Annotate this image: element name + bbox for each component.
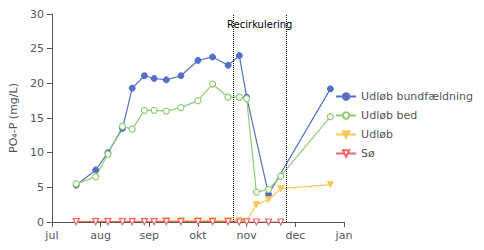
svg-text:aug: aug xyxy=(90,229,111,242)
svg-text:Sø: Sø xyxy=(361,147,375,160)
svg-text:25: 25 xyxy=(30,42,44,55)
svg-text:okt: okt xyxy=(189,229,207,242)
svg-text:30: 30 xyxy=(30,8,44,21)
svg-text:jul: jul xyxy=(44,229,58,242)
svg-text:Udløb bed: Udløb bed xyxy=(361,109,417,122)
svg-text:sep: sep xyxy=(140,229,159,242)
svg-text:5: 5 xyxy=(37,181,44,194)
svg-text:0: 0 xyxy=(37,216,44,229)
svg-text:Recirkulering: Recirkulering xyxy=(227,19,292,30)
svg-text:20: 20 xyxy=(30,77,44,90)
svg-text:Udløb: Udløb xyxy=(361,128,393,141)
svg-text:10: 10 xyxy=(30,146,44,159)
svg-text:PO₄-P (mg/L): PO₄-P (mg/L) xyxy=(7,83,20,153)
svg-text:dec: dec xyxy=(285,229,305,242)
svg-text:15: 15 xyxy=(30,112,44,125)
svg-text:jan: jan xyxy=(335,229,353,242)
svg-text:Udløb bundfældning: Udløb bundfældning xyxy=(361,90,473,103)
svg-text:nov: nov xyxy=(237,229,258,242)
